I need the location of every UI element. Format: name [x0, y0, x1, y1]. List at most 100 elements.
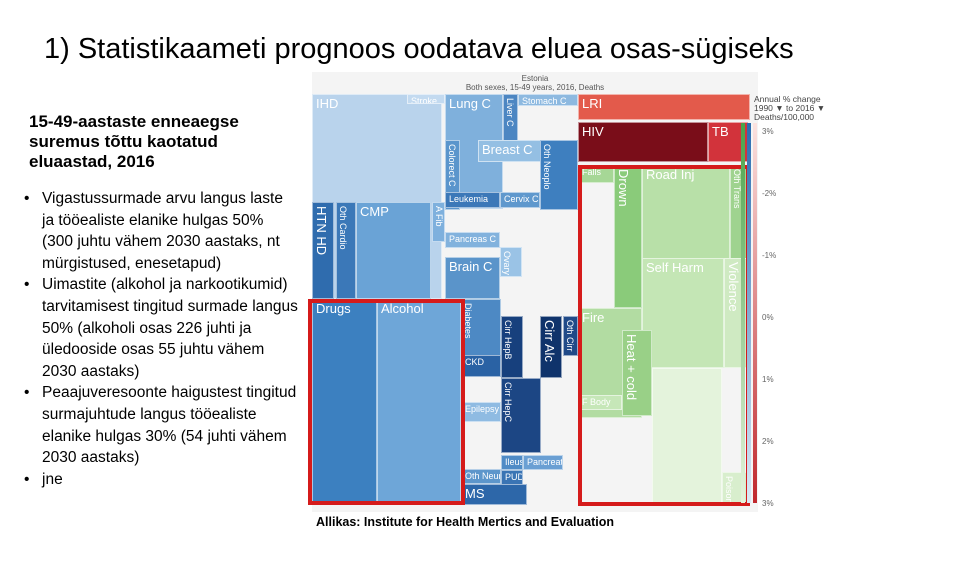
treemap-cell-cmp[interactable]: CMP	[356, 202, 431, 299]
source-note: Allikas: Institute for Health Mertics an…	[316, 515, 614, 529]
ihme-watermark: IHME	[628, 559, 666, 576]
treemap-cell-label: MS	[465, 486, 485, 501]
treemap-cell-ckd[interactable]: CKD	[461, 355, 501, 377]
treemap-cell-label: Drown	[616, 169, 631, 207]
treemap-cell-label: IHD	[316, 96, 339, 111]
treemap-cell-drugs[interactable]: Drugs	[312, 299, 377, 505]
treemap-cell-hthd[interactable]: HTN HD	[312, 202, 334, 299]
treemap-cell-label: Fire	[582, 310, 605, 325]
bullet-text: jne	[42, 470, 63, 488]
treemap-cell-label: Lung C	[449, 96, 491, 111]
treemap-cell-label: Stomach C	[522, 96, 567, 106]
treemap-cell-label: Road Inj	[646, 167, 695, 182]
treemap-cell-label: LRI	[582, 96, 603, 111]
legend-bar-green	[741, 123, 745, 503]
treemap-header-country: Estonia	[521, 74, 549, 83]
treemap-cell-label: Self Harm	[646, 260, 704, 275]
treemap-cell-label: Drugs	[316, 301, 351, 316]
legend-tick-label: 3%	[762, 127, 774, 136]
treemap-cell-label: Liver C	[505, 98, 515, 127]
legend-bar-blue	[747, 123, 751, 503]
highlight-box-injuries	[578, 165, 750, 506]
treemap-cell-label: Pancreatit	[527, 457, 563, 467]
treemap-cell-label: TB	[712, 124, 729, 139]
treemap-cell-label: HIV	[582, 124, 604, 139]
legend-range: 1990 ▼ to 2016 ▼	[754, 103, 826, 113]
treemap-cell-label: Cirr HepB	[503, 320, 513, 360]
bullet-dot: •	[24, 190, 30, 207]
treemap-header-filters: Both sexes, 15-49 years, 2016, Deaths	[465, 83, 605, 92]
treemap-cell-label: HTN HD	[314, 206, 329, 256]
treemap-cell-ms[interactable]: MS	[461, 484, 527, 505]
treemap-cell-label: Violence	[726, 262, 741, 312]
legend-tick-label: 2%	[762, 437, 774, 446]
treemap-cell-cervix[interactable]: Cervix C	[500, 192, 540, 208]
treemap-cell-cirrhepc[interactable]: Cirr HepC	[501, 378, 541, 453]
treemap-cell-label: PUD	[505, 472, 523, 482]
legend-tick-label: 3%	[762, 499, 774, 508]
bullet-item: • jne	[18, 469, 298, 491]
treemap-cell-selfharm[interactable]: Self Harm	[642, 258, 724, 368]
treemap-cell-epilepsy[interactable]: Epilepsy	[461, 402, 501, 422]
treemap-cell-label: Leukemia	[449, 194, 489, 204]
treemap-cell-heat[interactable]: Heat + cold	[622, 330, 652, 416]
treemap-cell-alcohol[interactable]: Alcohol	[377, 299, 461, 505]
legend-title: Annual % change	[754, 94, 821, 104]
treemap-cell-label: Brain C	[449, 259, 493, 274]
legend-bar-red	[753, 123, 757, 503]
treemap-cell-ovary[interactable]: Ovary C	[500, 247, 522, 277]
treemap-cell-brain[interactable]: Brain C	[445, 257, 500, 299]
treemap-cell-lri[interactable]: LRI	[578, 94, 750, 120]
treemap-cell-label: Oth Cirr	[565, 320, 575, 352]
bullet-item: • Uimastite (alkohol ja narkootikumid) ta…	[18, 274, 298, 382]
treemap-cell-cirrhepb[interactable]: Cirr HepB	[501, 316, 523, 378]
treemap-cell-stroke[interactable]: Stroke	[407, 94, 445, 104]
legend-tick-label: 1%	[762, 375, 774, 384]
treemap-cell-afib[interactable]: A Fib	[432, 202, 445, 242]
treemap-cell-label: Ovary C	[502, 251, 512, 277]
treemap-cell-othcirr[interactable]: Oth Cirr	[563, 316, 578, 356]
highlight-box-drugs-alcohol	[308, 299, 465, 505]
treemap-cell-pancreatit[interactable]: Pancreatit	[523, 455, 563, 470]
treemap-cell-label: Colorect C	[447, 144, 457, 187]
treemap-cell-label: Oth Neuro	[465, 471, 500, 481]
treemap-cell-drown[interactable]: Drown	[614, 165, 642, 308]
treemap-cell-label: Cirr HepC	[503, 382, 513, 423]
bullet-dot: •	[24, 384, 30, 402]
bullet-text: Uimastite (alkohol ja narkootikumid) tar…	[42, 276, 298, 380]
legend-tick-label: 0%	[762, 313, 774, 322]
treemap-cell-othneuro[interactable]: Oth Neuro	[461, 469, 501, 484]
treemap-cell-label: Alcohol	[381, 301, 424, 316]
treemap-cell-cirralc[interactable]: Cirr Alc	[540, 316, 562, 378]
treemap-cell-label: Cervix C	[504, 194, 539, 204]
treemap-cell-othcardio[interactable]: Oth Cardio	[336, 202, 356, 299]
treemap-cell-label: Pancreas C	[449, 234, 497, 244]
treemap-cell-pancreas[interactable]: Pancreas C	[445, 232, 500, 248]
treemap-cell-label: CKD	[465, 357, 485, 367]
bullet-text: Peaajuveresoonte haigustest tingitud sur…	[42, 384, 297, 467]
slide-title: 1) Statistikaameti prognoos oodatava elu…	[44, 33, 794, 65]
treemap: Estonia Both sexes, 15-49 years, 2016, D…	[308, 72, 758, 576]
bullet-item: • Vigastussurmade arvu langus laste ja tö…	[18, 188, 298, 274]
bullet-text: Vigastussurmade arvu langus laste ja töö…	[42, 190, 283, 272]
slide-subtitle: 15-49-aastaste enneaegse suremus tõttu k…	[29, 112, 239, 171]
treemap-cell-label: F Body	[582, 397, 611, 407]
treemap-cell-stomach[interactable]: Stomach C	[518, 94, 578, 106]
treemap-cell-label: Cirr Alc	[542, 320, 557, 362]
treemap-cell-leukemia[interactable]: Leukemia	[445, 192, 500, 208]
treemap-cell-othneo[interactable]: Oth Neoplo	[540, 140, 578, 210]
treemap-cell-liver[interactable]: Liver C	[503, 94, 518, 144]
bullet-dot: •	[24, 276, 30, 294]
treemap-cell-label: Breast C	[482, 142, 533, 157]
treemap-cell-label: A Fib	[434, 206, 444, 227]
bullet-list: • Vigastussurmade arvu langus laste ja tö…	[18, 188, 298, 490]
treemap-cell-othunintent[interactable]	[652, 368, 722, 506]
treemap-header: Estonia Both sexes, 15-49 years, 2016, D…	[312, 72, 758, 94]
legend: Annual % change 1990 ▼ to 2016 ▼ Deaths/…	[741, 94, 834, 508]
treemap-cell-ileus[interactable]: Ileus	[501, 455, 523, 470]
treemap-cell-label: Stroke	[411, 96, 438, 104]
treemap-cell-label: Oth Neoplo	[542, 144, 552, 190]
treemap-cell-label: Falls	[582, 167, 602, 177]
treemap-cell-hiv[interactable]: HIV	[578, 122, 708, 162]
treemap-cell-breast[interactable]: Breast C	[478, 140, 543, 162]
